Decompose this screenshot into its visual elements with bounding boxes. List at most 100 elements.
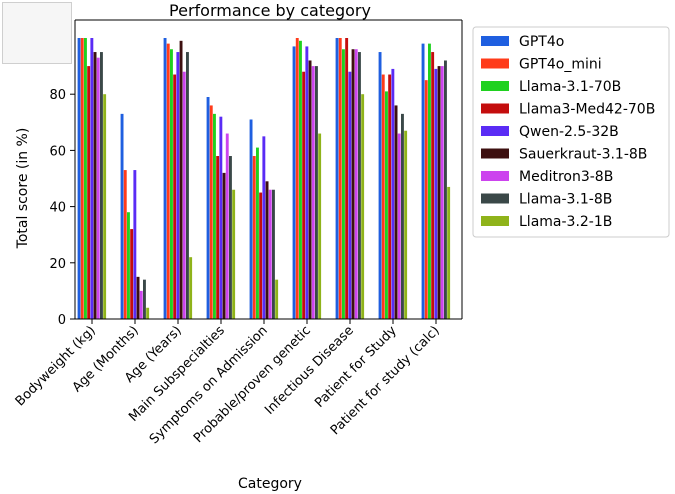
bar [133, 170, 137, 319]
bar [209, 105, 213, 319]
bar [318, 133, 322, 319]
legend-swatch [481, 126, 509, 136]
bar [120, 113, 124, 320]
bar [262, 136, 266, 319]
bar [182, 71, 186, 319]
bar [84, 38, 87, 319]
bar [216, 156, 220, 319]
bar [315, 66, 318, 319]
legend-swatch [481, 193, 509, 204]
bar [143, 279, 146, 319]
legend-swatch [481, 171, 509, 181]
y-tick-label: 20 [49, 257, 66, 272]
bar [265, 181, 269, 319]
bar [335, 38, 339, 319]
bar [385, 91, 388, 319]
bar [222, 172, 226, 319]
bar [358, 52, 361, 320]
bar [434, 68, 438, 319]
y-axis: 0 20 40 60 80 [49, 19, 463, 328]
y-axis-label: Total score (in %) [15, 128, 31, 250]
bar [87, 66, 91, 319]
legend-swatch [481, 103, 509, 114]
legend-swatch [481, 58, 509, 69]
bar [421, 43, 425, 320]
x-tick-label: Patient for Study [312, 323, 400, 411]
bar [252, 156, 256, 319]
legend-swatch [481, 148, 509, 159]
bar [229, 156, 232, 319]
legend-box [472, 26, 670, 238]
bar [213, 113, 216, 320]
bar [225, 133, 229, 319]
legend-label: GPT4o [519, 34, 564, 50]
bar [447, 186, 451, 319]
legend-label: Qwen-2.5-32B [519, 124, 619, 140]
bar [342, 49, 345, 320]
legend-label: Llama-3.1-70B [519, 79, 621, 95]
bar [305, 46, 309, 320]
bar [299, 40, 302, 320]
legend-swatch [481, 216, 509, 226]
bar [272, 189, 275, 319]
bar [232, 189, 236, 319]
bar [295, 38, 299, 319]
bar [90, 38, 94, 319]
bar [127, 212, 130, 319]
bar [93, 52, 97, 320]
bars [77, 38, 451, 320]
bar [308, 60, 312, 319]
legend-label: Sauerkraut-3.1-8B [519, 147, 647, 163]
bar [401, 113, 404, 320]
bar [378, 52, 382, 320]
bar [77, 38, 81, 319]
chart-title: Performance by category [169, 1, 371, 20]
bar [80, 38, 84, 319]
y-tick-label: 0 [58, 313, 66, 328]
bar [354, 49, 358, 320]
legend-swatch [481, 36, 509, 46]
y-tick-label: 60 [49, 144, 66, 159]
bar [404, 130, 408, 319]
bar [163, 38, 167, 319]
legend-label: Llama-3.1-8B [519, 192, 612, 208]
bar [96, 57, 100, 320]
bar [130, 229, 134, 319]
bar [173, 74, 177, 319]
bar [381, 74, 385, 319]
bar [166, 43, 170, 320]
bar [437, 66, 441, 319]
thumbnail-preview [2, 2, 72, 64]
bar [139, 290, 143, 319]
bar [302, 71, 306, 319]
bar [440, 66, 444, 319]
bar [219, 116, 223, 320]
bar [361, 94, 365, 319]
bar [170, 49, 173, 320]
bar [103, 94, 107, 319]
bar [311, 66, 315, 319]
bar [123, 170, 127, 319]
bar [338, 38, 342, 319]
bar [428, 43, 431, 320]
bar [351, 49, 355, 320]
bar [292, 46, 296, 320]
legend-label: Meditron3-8B [519, 169, 613, 185]
legend-label: GPT4o_mini [519, 57, 602, 73]
bar [397, 133, 401, 319]
bar [136, 276, 140, 319]
bar [348, 71, 352, 319]
bar [275, 279, 279, 319]
bar [206, 97, 210, 319]
legend-label: Llama-3.2-1B [519, 214, 612, 230]
bar [391, 68, 395, 319]
bar [259, 192, 263, 319]
bar [179, 40, 183, 320]
bar [394, 105, 398, 319]
bar [176, 52, 180, 320]
x-tick-label: Bodyweight (kg) [13, 323, 99, 409]
bar [189, 257, 193, 319]
bar [186, 52, 189, 320]
bar [444, 60, 447, 319]
